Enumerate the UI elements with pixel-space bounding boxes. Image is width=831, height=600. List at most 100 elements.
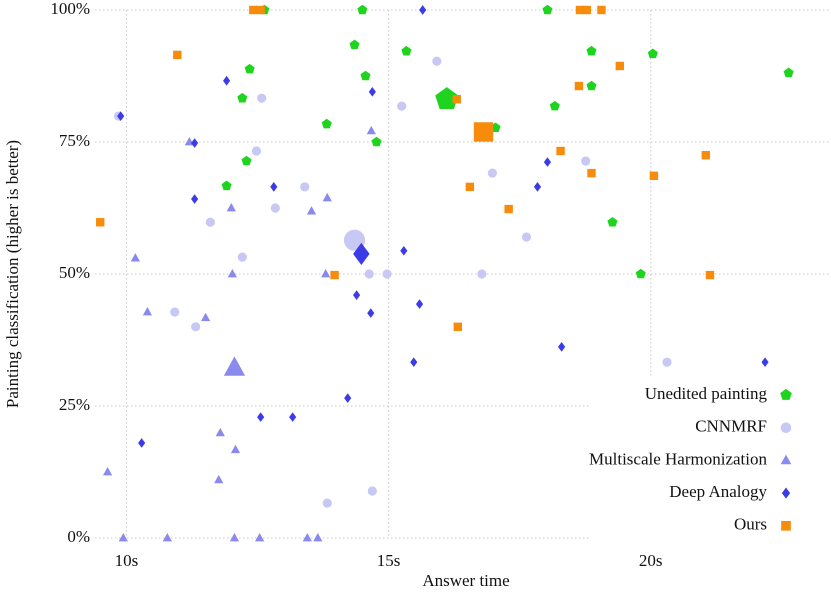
legend-marker	[780, 454, 792, 465]
point	[452, 95, 461, 104]
point	[313, 532, 323, 542]
point	[102, 466, 113, 476]
point	[256, 5, 265, 15]
point	[401, 45, 412, 56]
point	[255, 532, 265, 542]
legend-marker	[781, 487, 791, 499]
y-tick-label: 75%	[59, 131, 90, 150]
point	[783, 67, 794, 78]
x-axis-label: Answer time	[422, 571, 509, 590]
point	[597, 5, 606, 15]
point	[360, 70, 371, 81]
legend-marker	[780, 388, 792, 400]
point	[477, 269, 487, 279]
y-tick-label: 25%	[59, 395, 90, 414]
point	[173, 50, 182, 60]
point	[251, 146, 262, 156]
y-tick-label: 50%	[59, 263, 90, 282]
point	[649, 171, 659, 180]
point	[302, 532, 312, 542]
point	[367, 486, 377, 496]
point	[410, 357, 418, 368]
point	[705, 270, 715, 280]
point	[214, 474, 224, 484]
x-tick-label: 10s	[115, 551, 139, 570]
point	[244, 63, 255, 74]
point	[321, 268, 331, 278]
point	[581, 156, 591, 166]
point	[432, 56, 442, 66]
point	[349, 39, 360, 50]
point	[543, 157, 552, 167]
mean-point	[435, 87, 459, 110]
point	[257, 412, 265, 422]
legend-marker	[780, 422, 792, 433]
point	[415, 299, 424, 309]
mean-point	[223, 356, 246, 376]
point	[647, 48, 658, 59]
point	[533, 182, 542, 192]
point	[270, 182, 278, 192]
point	[306, 206, 317, 215]
point	[574, 81, 584, 91]
point	[635, 268, 646, 279]
point	[367, 308, 375, 318]
point	[761, 357, 769, 368]
point	[221, 180, 232, 191]
point	[330, 270, 339, 280]
point	[521, 232, 532, 242]
point	[201, 312, 211, 322]
mean-point	[353, 242, 370, 266]
point	[453, 322, 463, 331]
point	[230, 444, 241, 454]
legend-box	[590, 378, 831, 540]
point	[368, 87, 376, 97]
point	[191, 322, 201, 332]
point	[130, 253, 140, 262]
legend-label: Multiscale Harmonization	[589, 449, 767, 468]
point	[241, 155, 252, 166]
point	[237, 252, 247, 262]
point	[400, 245, 408, 256]
legend-label: CNNMRF	[695, 417, 767, 436]
point	[582, 5, 591, 15]
point	[542, 4, 553, 15]
point	[117, 111, 125, 121]
point	[364, 269, 374, 279]
point	[223, 75, 231, 86]
point	[142, 306, 153, 316]
point	[419, 5, 427, 15]
legend-label: Ours	[734, 515, 767, 534]
y-tick-label: 100%	[50, 0, 90, 18]
point	[229, 532, 240, 542]
point	[607, 216, 618, 227]
x-tick-label: 15s	[377, 551, 401, 570]
point	[371, 136, 382, 147]
y-axis-label: Painting classification (higher is bette…	[3, 140, 22, 408]
point	[558, 342, 566, 352]
point	[366, 125, 376, 135]
point	[465, 182, 475, 192]
point	[138, 438, 146, 448]
point	[215, 427, 225, 437]
point	[270, 203, 280, 213]
point	[575, 5, 585, 15]
point	[322, 192, 332, 202]
legend-marker	[781, 520, 791, 531]
point	[549, 100, 560, 111]
point	[504, 204, 513, 214]
point	[321, 118, 332, 129]
point	[701, 151, 710, 160]
point	[344, 393, 352, 403]
point	[249, 5, 258, 15]
point	[397, 101, 407, 111]
point	[162, 532, 172, 542]
point	[191, 194, 199, 204]
point	[237, 92, 248, 103]
mean-point	[473, 122, 494, 142]
point	[226, 202, 236, 212]
point	[586, 80, 597, 91]
point	[322, 498, 332, 508]
point	[662, 357, 672, 367]
